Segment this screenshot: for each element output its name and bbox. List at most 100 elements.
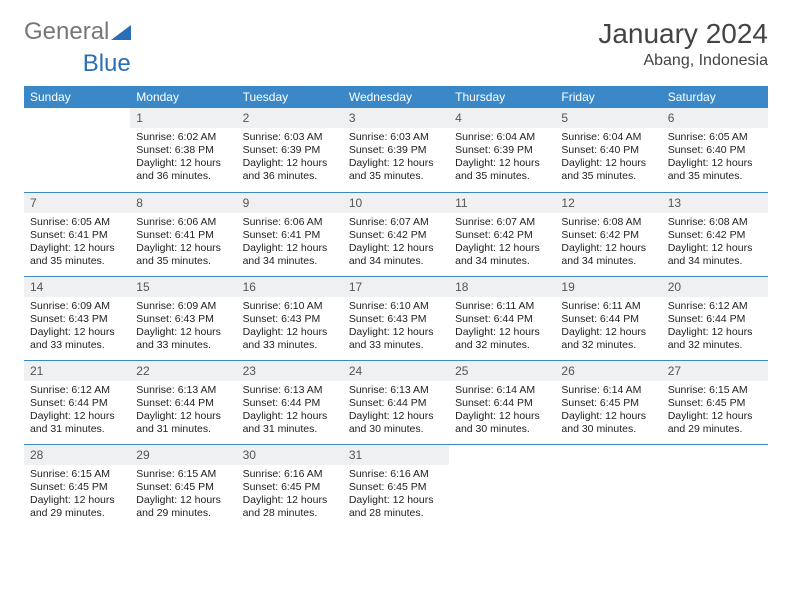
day-number: 8	[130, 193, 236, 213]
day-number: 22	[130, 361, 236, 381]
day-details: Sunrise: 6:15 AMSunset: 6:45 PMDaylight:…	[662, 381, 768, 443]
day-number: 1	[130, 108, 236, 128]
day-number: 30	[237, 445, 343, 465]
calendar-week-row: 28Sunrise: 6:15 AMSunset: 6:45 PMDayligh…	[24, 444, 768, 528]
month-title: January 2024	[598, 18, 768, 50]
calendar-day-cell: 4Sunrise: 6:04 AMSunset: 6:39 PMDaylight…	[449, 108, 555, 192]
calendar-day-cell: 3Sunrise: 6:03 AMSunset: 6:39 PMDaylight…	[343, 108, 449, 192]
day-details: Sunrise: 6:13 AMSunset: 6:44 PMDaylight:…	[237, 381, 343, 443]
day-number: 4	[449, 108, 555, 128]
day-details: Sunrise: 6:13 AMSunset: 6:44 PMDaylight:…	[130, 381, 236, 443]
calendar-day-cell: 28Sunrise: 6:15 AMSunset: 6:45 PMDayligh…	[24, 444, 130, 528]
day-details: Sunrise: 6:10 AMSunset: 6:43 PMDaylight:…	[343, 297, 449, 359]
brand-part1: General	[24, 18, 109, 46]
day-number: 28	[24, 445, 130, 465]
calendar-day-cell: 13Sunrise: 6:08 AMSunset: 6:42 PMDayligh…	[662, 192, 768, 276]
day-details: Sunrise: 6:09 AMSunset: 6:43 PMDaylight:…	[130, 297, 236, 359]
calendar-empty-cell	[24, 108, 130, 192]
calendar-empty-cell	[662, 444, 768, 528]
day-details: Sunrise: 6:04 AMSunset: 6:40 PMDaylight:…	[555, 128, 661, 190]
calendar-day-cell: 24Sunrise: 6:13 AMSunset: 6:44 PMDayligh…	[343, 360, 449, 444]
calendar-day-cell: 26Sunrise: 6:14 AMSunset: 6:45 PMDayligh…	[555, 360, 661, 444]
day-number: 10	[343, 193, 449, 213]
day-details: Sunrise: 6:06 AMSunset: 6:41 PMDaylight:…	[237, 213, 343, 275]
day-details: Sunrise: 6:02 AMSunset: 6:38 PMDaylight:…	[130, 128, 236, 190]
calendar-header-row: SundayMondayTuesdayWednesdayThursdayFrid…	[24, 86, 768, 108]
day-details: Sunrise: 6:15 AMSunset: 6:45 PMDaylight:…	[130, 465, 236, 527]
calendar-body: 1Sunrise: 6:02 AMSunset: 6:38 PMDaylight…	[24, 108, 768, 528]
brand-part2: Blue	[83, 50, 131, 78]
day-number: 5	[555, 108, 661, 128]
calendar-day-cell: 15Sunrise: 6:09 AMSunset: 6:43 PMDayligh…	[130, 276, 236, 360]
calendar-day-cell: 6Sunrise: 6:05 AMSunset: 6:40 PMDaylight…	[662, 108, 768, 192]
calendar-day-cell: 18Sunrise: 6:11 AMSunset: 6:44 PMDayligh…	[449, 276, 555, 360]
calendar-day-cell: 30Sunrise: 6:16 AMSunset: 6:45 PMDayligh…	[237, 444, 343, 528]
day-details: Sunrise: 6:16 AMSunset: 6:45 PMDaylight:…	[237, 465, 343, 527]
calendar-day-cell: 11Sunrise: 6:07 AMSunset: 6:42 PMDayligh…	[449, 192, 555, 276]
brand-logo: General	[24, 18, 133, 46]
calendar-empty-cell	[555, 444, 661, 528]
weekday-header: Friday	[555, 86, 661, 108]
day-details: Sunrise: 6:15 AMSunset: 6:45 PMDaylight:…	[24, 465, 130, 527]
day-number: 17	[343, 277, 449, 297]
day-number: 31	[343, 445, 449, 465]
day-details: Sunrise: 6:10 AMSunset: 6:43 PMDaylight:…	[237, 297, 343, 359]
calendar-day-cell: 8Sunrise: 6:06 AMSunset: 6:41 PMDaylight…	[130, 192, 236, 276]
calendar-day-cell: 25Sunrise: 6:14 AMSunset: 6:44 PMDayligh…	[449, 360, 555, 444]
calendar-day-cell: 12Sunrise: 6:08 AMSunset: 6:42 PMDayligh…	[555, 192, 661, 276]
day-number: 14	[24, 277, 130, 297]
day-number: 25	[449, 361, 555, 381]
day-details: Sunrise: 6:07 AMSunset: 6:42 PMDaylight:…	[343, 213, 449, 275]
calendar-day-cell: 31Sunrise: 6:16 AMSunset: 6:45 PMDayligh…	[343, 444, 449, 528]
calendar-day-cell: 2Sunrise: 6:03 AMSunset: 6:39 PMDaylight…	[237, 108, 343, 192]
weekday-header: Wednesday	[343, 86, 449, 108]
calendar-week-row: 14Sunrise: 6:09 AMSunset: 6:43 PMDayligh…	[24, 276, 768, 360]
calendar-day-cell: 21Sunrise: 6:12 AMSunset: 6:44 PMDayligh…	[24, 360, 130, 444]
day-number: 12	[555, 193, 661, 213]
location-label: Abang, Indonesia	[598, 52, 768, 70]
day-details: Sunrise: 6:08 AMSunset: 6:42 PMDaylight:…	[555, 213, 661, 275]
day-details: Sunrise: 6:11 AMSunset: 6:44 PMDaylight:…	[555, 297, 661, 359]
day-details: Sunrise: 6:03 AMSunset: 6:39 PMDaylight:…	[237, 128, 343, 190]
calendar-day-cell: 1Sunrise: 6:02 AMSunset: 6:38 PMDaylight…	[130, 108, 236, 192]
day-details: Sunrise: 6:16 AMSunset: 6:45 PMDaylight:…	[343, 465, 449, 527]
day-details: Sunrise: 6:05 AMSunset: 6:41 PMDaylight:…	[24, 213, 130, 275]
day-details: Sunrise: 6:05 AMSunset: 6:40 PMDaylight:…	[662, 128, 768, 190]
calendar-week-row: 1Sunrise: 6:02 AMSunset: 6:38 PMDaylight…	[24, 108, 768, 192]
day-number: 13	[662, 193, 768, 213]
day-number: 3	[343, 108, 449, 128]
day-number: 9	[237, 193, 343, 213]
day-details: Sunrise: 6:13 AMSunset: 6:44 PMDaylight:…	[343, 381, 449, 443]
logo-sail-icon	[111, 23, 133, 41]
calendar-empty-cell	[449, 444, 555, 528]
calendar-day-cell: 9Sunrise: 6:06 AMSunset: 6:41 PMDaylight…	[237, 192, 343, 276]
day-number: 16	[237, 277, 343, 297]
day-number: 19	[555, 277, 661, 297]
calendar-day-cell: 14Sunrise: 6:09 AMSunset: 6:43 PMDayligh…	[24, 276, 130, 360]
calendar-day-cell: 16Sunrise: 6:10 AMSunset: 6:43 PMDayligh…	[237, 276, 343, 360]
day-details: Sunrise: 6:14 AMSunset: 6:44 PMDaylight:…	[449, 381, 555, 443]
calendar-day-cell: 19Sunrise: 6:11 AMSunset: 6:44 PMDayligh…	[555, 276, 661, 360]
calendar-day-cell: 10Sunrise: 6:07 AMSunset: 6:42 PMDayligh…	[343, 192, 449, 276]
weekday-header: Saturday	[662, 86, 768, 108]
calendar-table: SundayMondayTuesdayWednesdayThursdayFrid…	[24, 86, 768, 528]
calendar-week-row: 7Sunrise: 6:05 AMSunset: 6:41 PMDaylight…	[24, 192, 768, 276]
day-number: 6	[662, 108, 768, 128]
title-block: January 2024 Abang, Indonesia	[598, 18, 768, 70]
weekday-header: Thursday	[449, 86, 555, 108]
weekday-header: Tuesday	[237, 86, 343, 108]
weekday-header: Sunday	[24, 86, 130, 108]
calendar-day-cell: 29Sunrise: 6:15 AMSunset: 6:45 PMDayligh…	[130, 444, 236, 528]
day-number: 23	[237, 361, 343, 381]
day-details: Sunrise: 6:12 AMSunset: 6:44 PMDaylight:…	[24, 381, 130, 443]
day-number: 7	[24, 193, 130, 213]
day-number: 26	[555, 361, 661, 381]
day-details: Sunrise: 6:12 AMSunset: 6:44 PMDaylight:…	[662, 297, 768, 359]
calendar-day-cell: 23Sunrise: 6:13 AMSunset: 6:44 PMDayligh…	[237, 360, 343, 444]
day-number: 2	[237, 108, 343, 128]
day-number: 27	[662, 361, 768, 381]
day-details: Sunrise: 6:04 AMSunset: 6:39 PMDaylight:…	[449, 128, 555, 190]
calendar-day-cell: 22Sunrise: 6:13 AMSunset: 6:44 PMDayligh…	[130, 360, 236, 444]
day-details: Sunrise: 6:03 AMSunset: 6:39 PMDaylight:…	[343, 128, 449, 190]
day-number: 29	[130, 445, 236, 465]
